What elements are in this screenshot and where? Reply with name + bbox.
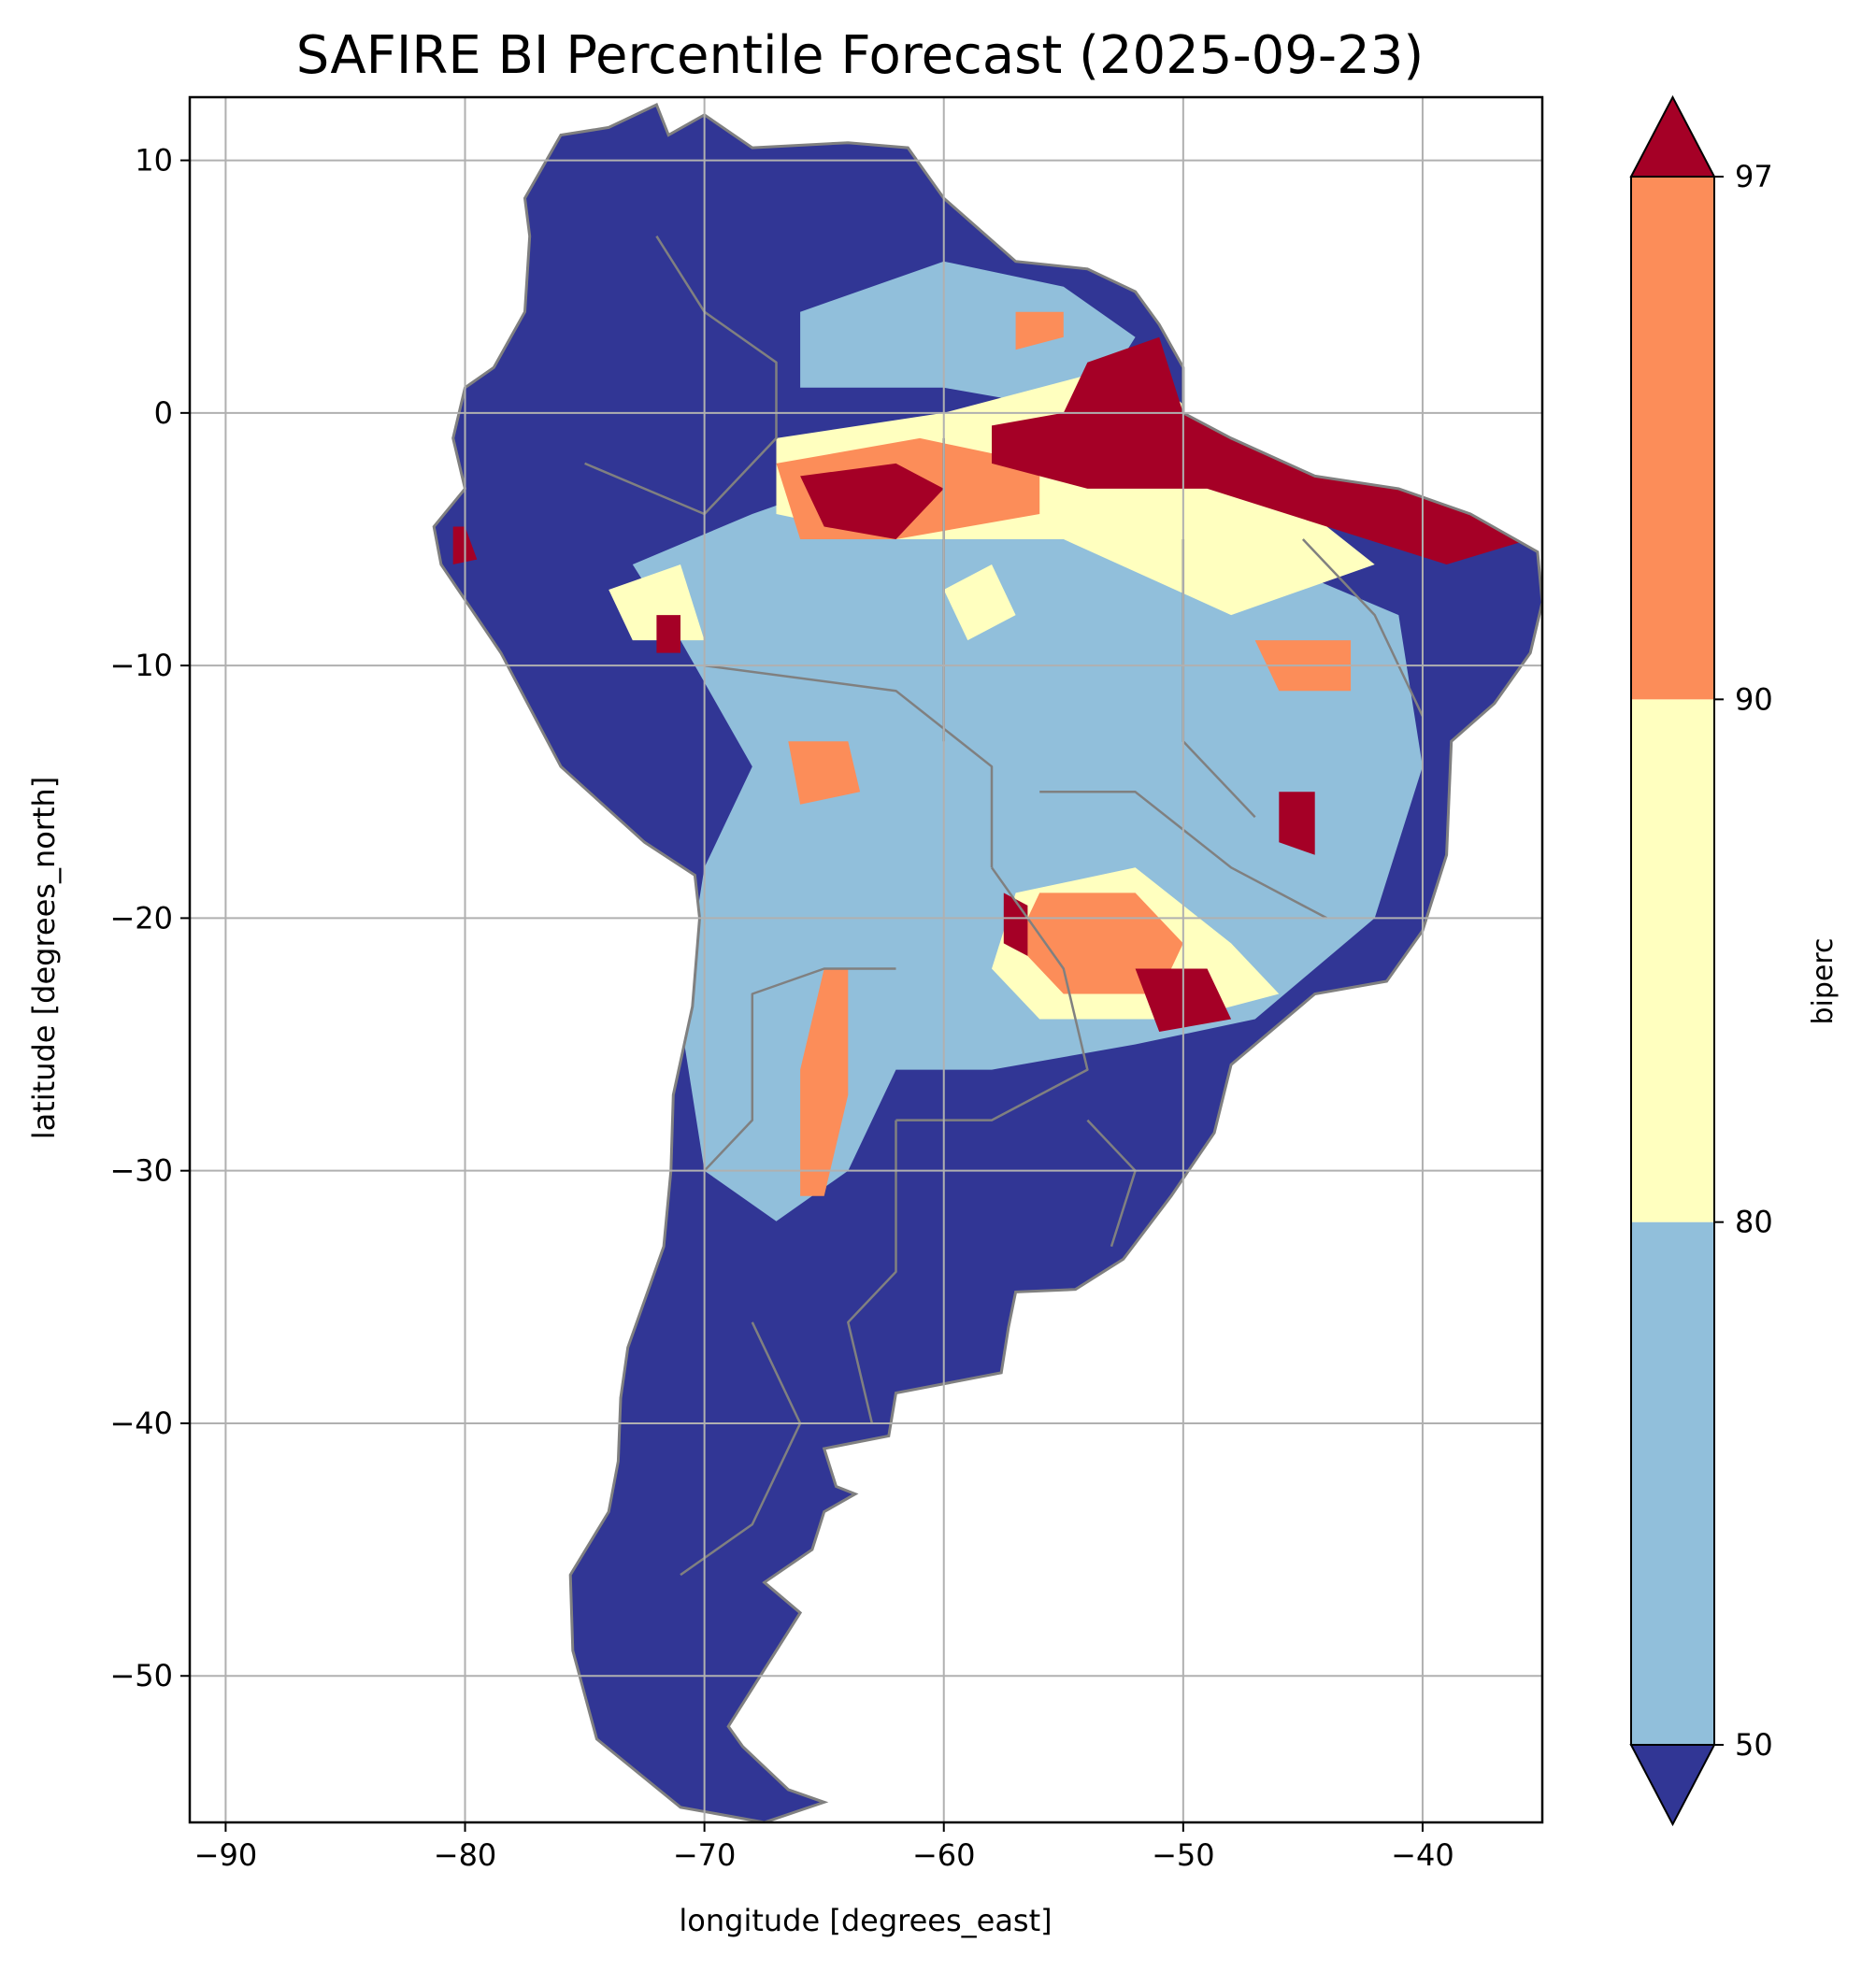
- colorbar: 50 80 90 97: [1629, 94, 1773, 1827]
- region-13: [800, 463, 944, 539]
- border-line: [895, 866, 1089, 1121]
- border-line: [1301, 538, 1425, 717]
- region-8: [788, 741, 861, 805]
- x-tick-label: −70: [673, 1837, 737, 1873]
- colorbar-extend-max: [1629, 94, 1716, 178]
- x-tick-label: −50: [1152, 1837, 1215, 1873]
- region-4: [943, 564, 1016, 641]
- border-line: [847, 1120, 897, 1424]
- chart-title: SAFIRE BI Percentile Forecast (2025-09-2…: [296, 25, 1424, 86]
- x-axis-label: longitude [degrees_east]: [679, 1903, 1052, 1938]
- y-tick-label: −30: [109, 1153, 173, 1189]
- x-tick-label: −40: [1391, 1837, 1454, 1873]
- region-17: [1279, 792, 1315, 855]
- region-19: [656, 615, 680, 653]
- x-tick-label: −90: [194, 1837, 258, 1873]
- y-tick-label: −20: [109, 900, 173, 936]
- colorbar-frame: [1630, 176, 1715, 1746]
- y-tick-label: 10: [135, 143, 173, 179]
- region-1: [800, 261, 1136, 413]
- border-line: [703, 967, 896, 1172]
- colorbar-tick-label: 50: [1735, 1727, 1773, 1763]
- y-tick-label: −10: [109, 648, 173, 683]
- x-tick-label: −60: [912, 1837, 976, 1873]
- colorbar-tick-label: 90: [1735, 681, 1773, 717]
- colorbar-bin: [1631, 1221, 1714, 1745]
- x-tick-label: −80: [434, 1837, 497, 1873]
- border-line: [584, 236, 778, 516]
- colorbar-bin: [1631, 699, 1714, 1222]
- region-2: [776, 362, 1375, 616]
- y-tick-label: 0: [154, 395, 173, 431]
- colorbar-tick-label: 80: [1735, 1205, 1773, 1240]
- colorbar-tick-label: 97: [1735, 159, 1773, 194]
- colorbar-label: biperc: [1807, 937, 1840, 1024]
- y-tick-label: −40: [109, 1406, 173, 1441]
- colorbar-bin: [1631, 177, 1714, 700]
- region-10: [1015, 311, 1064, 350]
- region-9: [800, 968, 849, 1196]
- plot-frame: [188, 95, 1544, 1824]
- y-axis-label: latitude [degrees_north]: [26, 777, 62, 1140]
- y-tick-label: −50: [109, 1658, 173, 1693]
- colorbar-extend-min: [1629, 1744, 1716, 1827]
- border-line: [680, 1321, 802, 1577]
- coastline: [432, 103, 1542, 1822]
